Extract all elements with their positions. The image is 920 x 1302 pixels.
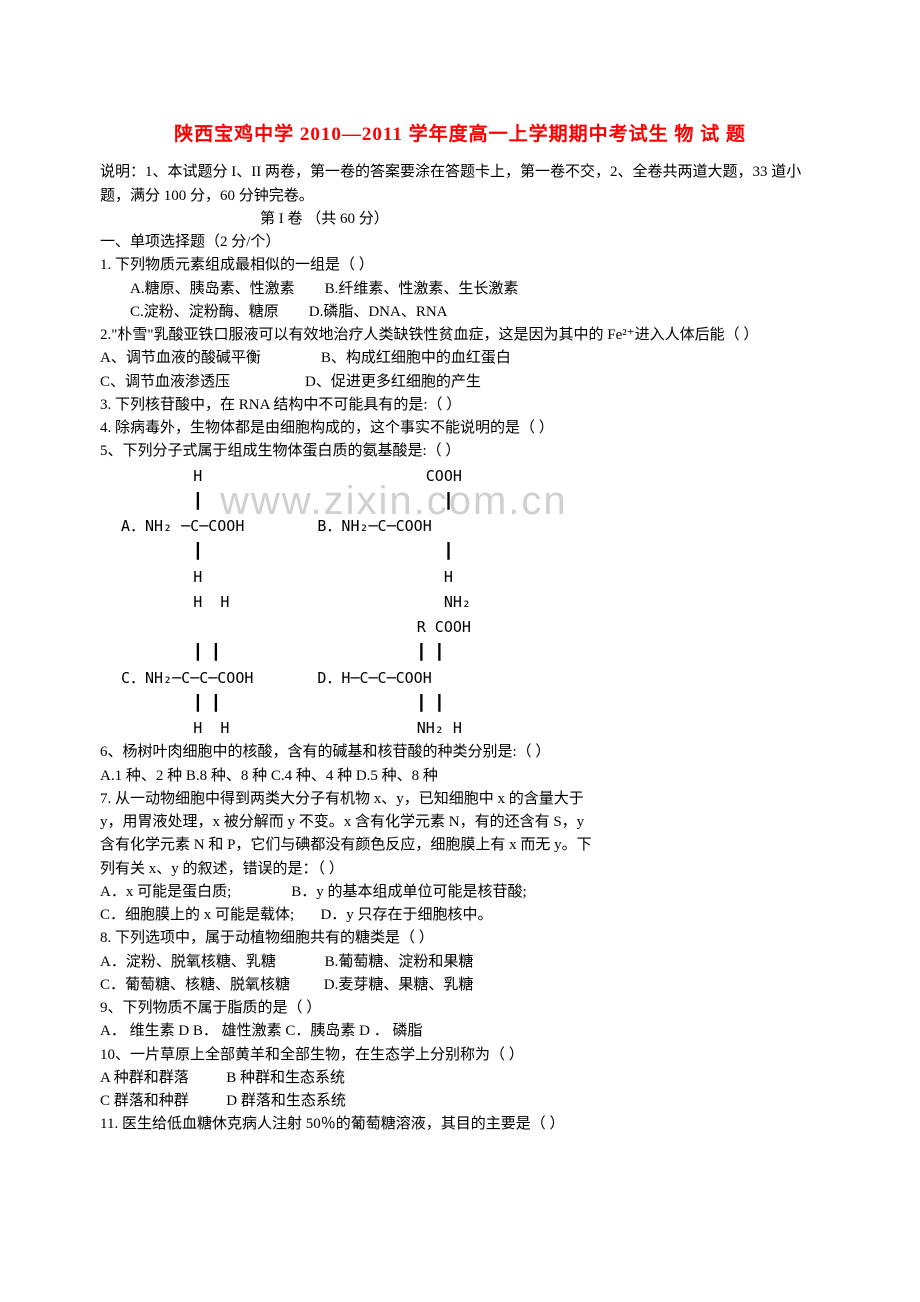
q5-a-l1: H	[120, 464, 254, 489]
q1-opt-b: B.纤维素、性激素、生长激素	[325, 281, 519, 297]
q5-a-l3: A．NH₂ ─C─COOH	[120, 514, 254, 539]
q8-opt-d: D.麦芽糖、果糖、乳糖	[324, 977, 474, 993]
q6-opts: A.1 种、2 种 B.8 种、8 种 C.4 种、4 种 D.5 种、8 种	[100, 765, 820, 788]
q5-c-l3: C．NH₂─C─C─COOH	[120, 666, 254, 691]
q8-opt-c: C．葡萄糖、核糖、脱氧核糖	[100, 977, 290, 993]
q5-b-l1: COOH	[316, 464, 472, 489]
q3-stem: 3. 下列核苷酸中，在 RNA 结构中不可能具有的是:（ ）	[100, 394, 820, 417]
q7-l3: 含有化学元素 N 和 P，它们与碘都没有颜色反应，细胞膜上有 x 而无 y。下	[100, 834, 820, 857]
q1-opt-c: C.淀粉、淀粉酶、糖原	[130, 304, 279, 320]
q8-opt-a: A．淀粉、脱氧核糖、乳糖	[100, 954, 276, 970]
q5-b-l4: ┃	[316, 539, 472, 564]
q7-opt-c: C．细胞膜上的 x 可能是载体;	[100, 907, 294, 923]
q1-opt-d: D.磷脂、DNA、RNA	[309, 304, 448, 320]
q6-stem: 6、杨树叶肉细胞中的核酸，含有的碱基和核苷酸的种类分别是:（ ）	[100, 741, 820, 764]
q4-stem: 4. 除病毒外，生物体都是由细胞构成的，这个事实不能说明的是（ ）	[100, 417, 820, 440]
q5-d-l1: NH₂	[316, 590, 472, 615]
q8-opt-b: B.葡萄糖、淀粉和果糖	[325, 954, 474, 970]
q10-opt-b: B 种群和生态系统	[226, 1070, 345, 1086]
q5-stem: 5、下列分子式属于组成生物体蛋白质的氨基酸是:（ ）	[100, 440, 820, 463]
q2-opt-b: B、构成红细胞中的血红蛋白	[321, 350, 511, 366]
page-title: 陕西宝鸡中学 2010—2011 学年度高一上学期期中考试生 物 试 题	[100, 120, 820, 149]
q5-d-l5: ┃ ┃	[316, 691, 472, 716]
q7-l1: 7. 从一动物细胞中得到两类大分子有机物 x、y，已知细胞中 x 的含量大于	[100, 788, 820, 811]
q10-opt-c: C 群落和种群	[100, 1093, 189, 1109]
q5-c-l4: ┃ ┃	[120, 691, 254, 716]
q5-d-l4: D．H─C─C─COOH	[316, 666, 472, 691]
section-header: 第 I 卷 （共 60 分）	[100, 208, 820, 231]
q7-opt-a: A．x 可能是蛋白质;	[100, 884, 231, 900]
q9-opts: A． 维生素 D B． 雄性激素 C．胰岛素 D ． 磷脂	[100, 1020, 820, 1043]
q5-a-l4: ┃	[120, 539, 254, 564]
q5-d-l3: ┃ ┃	[316, 640, 472, 665]
q7-l4: 列有关 x、y 的叙述，错误的是：（ ）	[100, 858, 820, 881]
q5-b-l3: B．NH₂─C─COOH	[316, 514, 472, 539]
q5-c-l5: H H	[120, 716, 254, 741]
q5-d-l2: R COOH	[316, 615, 472, 640]
q2-stem: 2."朴雪"乳酸亚铁口服液可以有效地治疗人类缺铁性贫血症，这是因为其中的 Fe²…	[100, 324, 820, 347]
part1-header: 一、单项选择题（2 分/个）	[100, 231, 820, 254]
q9-stem: 9、下列物质不属于脂质的是（ ）	[100, 997, 820, 1020]
q5-c-l1: H H	[120, 590, 254, 615]
q10-stem: 10、一片草原上全部黄羊和全部生物，在生态学上分别称为（ ）	[100, 1044, 820, 1067]
q5-b-l2: ┃	[316, 489, 472, 514]
q5-a-l5: H	[120, 565, 254, 590]
q1-opt-a: A.糖原、胰岛素、性激素	[130, 281, 295, 297]
q11-stem: 11. 医生给低血糖休克病人注射 50％的葡萄糖溶液，其目的主要是（ ）	[100, 1113, 820, 1136]
q5-c-l2: ┃ ┃	[120, 640, 254, 665]
q5-b-l5: H	[316, 565, 472, 590]
q7-l2: y，用胃液处理，x 被分解而 y 不变。x 含有化学元素 N，有的还含有 S，y	[100, 811, 820, 834]
instructions: 说明：1、本试题分 I、II 两卷，第一卷的答案要涂在答题卡上，第一卷不交，2、…	[100, 161, 820, 208]
q1-stem: 1. 下列物质元素组成最相似的一组是（ ）	[100, 254, 820, 277]
q10-opt-d: D 群落和生态系统	[226, 1093, 346, 1109]
q2-opt-a: A、调节血液的酸碱平衡	[100, 350, 261, 366]
q2-opt-d: D、促进更多红细胞的产生	[305, 374, 481, 390]
q7-opt-d: D．y 只存在于细胞核中。	[320, 907, 492, 923]
q10-opt-a: A 种群和群落	[100, 1070, 189, 1086]
q5-a-l2: ┃	[120, 489, 254, 514]
q8-stem: 8. 下列选项中，属于动植物细胞共有的糖类是（ ）	[100, 927, 820, 950]
q5-d-l6: NH₂ H	[316, 716, 472, 741]
q2-opt-c: C、调节血液渗透压	[100, 374, 230, 390]
q7-opt-b: B．y 的基本组成单位可能是核苷酸;	[291, 884, 526, 900]
